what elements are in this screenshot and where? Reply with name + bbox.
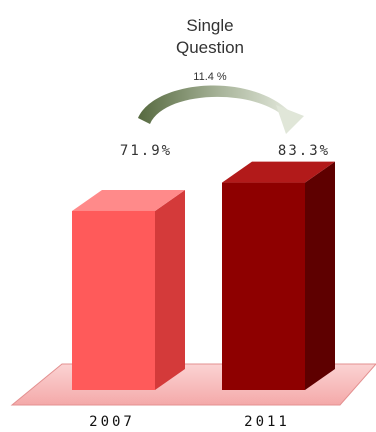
value-label-2007: 71.9% <box>120 143 172 159</box>
bar-2007 <box>72 210 155 390</box>
category-label-2007: 2007 <box>89 414 135 430</box>
value-label-2011: 83.3% <box>278 143 330 159</box>
category-label-2011: 2011 <box>244 414 290 430</box>
change-label: 11.4 % <box>193 71 227 83</box>
bar-2011-top <box>222 161 335 183</box>
bars-group <box>72 161 335 390</box>
curved-arrow-icon <box>138 85 304 134</box>
bar-2007-side <box>155 189 185 390</box>
bar-2007-top <box>72 189 185 211</box>
chart-title-line1: Single <box>186 16 233 35</box>
chart-title-line2: Question <box>176 38 244 57</box>
bar-2011 <box>222 182 305 390</box>
bar-2011-side <box>305 161 335 390</box>
